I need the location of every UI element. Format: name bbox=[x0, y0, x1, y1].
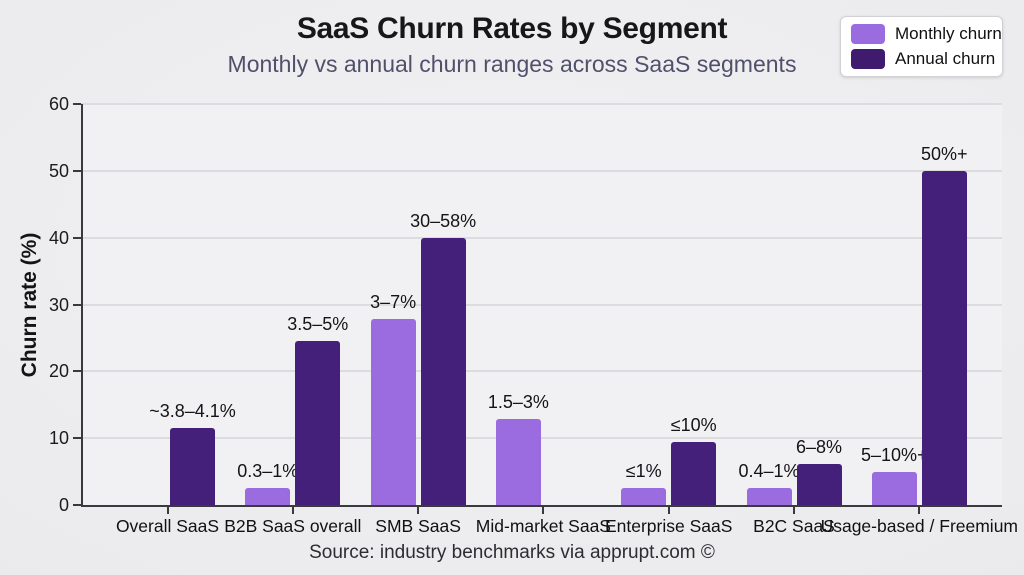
gridline-y40 bbox=[81, 236, 1002, 239]
bar-monthly-smb-saas bbox=[370, 319, 416, 505]
bar-label-annual-overall-saas: ~3.8–4.1% bbox=[149, 401, 236, 422]
chart-title: SaaS Churn Rates by Segment bbox=[296, 12, 728, 45]
y-tick-mark-60 bbox=[73, 103, 81, 105]
gridline-y10 bbox=[81, 437, 1002, 440]
y-tick-label-10: 10 bbox=[48, 428, 69, 449]
bar-label-monthly-b2c-saas: 0.4–1% bbox=[738, 461, 800, 482]
bar-label-annual-b2b-saas-overall: 3.5–5% bbox=[287, 314, 349, 335]
bar-monthly-mid-market-saas bbox=[495, 419, 541, 505]
gridline-y20 bbox=[81, 370, 1002, 373]
y-tick-mark-0 bbox=[73, 504, 81, 506]
bar-annual-usage-based-freemium bbox=[921, 170, 967, 505]
y-tick-mark-30 bbox=[73, 303, 81, 306]
bar-annual-b2b-saas-overall bbox=[295, 341, 341, 505]
y-tick-mark-20 bbox=[73, 370, 81, 373]
x-tick-mark-b2c-saas bbox=[793, 507, 795, 514]
x-axis-spine bbox=[81, 505, 1002, 507]
bar-label-annual-smb-saas: 30–58% bbox=[410, 210, 477, 231]
gridline-y50 bbox=[81, 169, 1002, 172]
x-tick-mark-mid-market-saas bbox=[542, 507, 545, 514]
bar-label-annual-b2c-saas: 6–8% bbox=[795, 436, 843, 457]
gridline-y30 bbox=[81, 303, 1002, 306]
y-tick-mark-10 bbox=[73, 437, 81, 440]
y-tick-label-40: 40 bbox=[48, 227, 69, 248]
x-tick-label-smb-saas: SMB SaaS bbox=[375, 516, 461, 536]
bar-annual-enterprise-saas bbox=[671, 441, 717, 505]
bar-label-annual-usage-based-freemium: 50%+ bbox=[921, 143, 968, 164]
x-tick-label-usage-based-freemium: Usage-based / Freemium bbox=[820, 516, 1019, 536]
y-tick-label-50: 50 bbox=[48, 160, 69, 181]
x-tick-mark-b2b-saas-overall bbox=[291, 507, 294, 514]
gridline-y60 bbox=[81, 103, 1002, 105]
y-tick-label-30: 30 bbox=[48, 294, 69, 315]
legend-label-annual: Annual churn bbox=[895, 49, 996, 68]
bar-annual-overall-saas bbox=[170, 428, 215, 505]
bar-monthly-b2b-saas-overall bbox=[245, 487, 291, 505]
source-note: Source: industry benchmarks via apprupt.… bbox=[309, 542, 715, 563]
legend-item-annual: Annual churn bbox=[851, 49, 1002, 69]
bar-label-monthly-smb-saas: 3–7% bbox=[370, 292, 417, 313]
x-tick-label-b2c-saas: B2C SaaS bbox=[753, 516, 835, 536]
legend-swatch-monthly bbox=[851, 24, 885, 44]
y-tick-mark-40 bbox=[73, 236, 81, 239]
bar-label-monthly-enterprise-saas: ≤1% bbox=[625, 461, 662, 482]
y-tick-label-20: 20 bbox=[48, 361, 69, 382]
x-tick-label-overall-saas: Overall SaaS bbox=[115, 516, 220, 536]
legend: Monthly churn Annual churn bbox=[840, 16, 1003, 77]
bar-monthly-usage-based-freemium bbox=[871, 471, 917, 505]
legend-swatch-annual bbox=[851, 49, 885, 69]
y-axis-spine bbox=[81, 104, 83, 507]
legend-item-monthly: Monthly churn bbox=[851, 24, 1002, 44]
x-tick-mark-usage-based-freemium bbox=[918, 507, 921, 514]
bar-label-annual-enterprise-saas: ≤10% bbox=[670, 414, 717, 435]
x-tick-mark-enterprise-saas bbox=[667, 507, 670, 514]
x-tick-mark-overall-saas bbox=[166, 507, 169, 514]
bar-label-monthly-usage-based-freemium: 5–10%+ bbox=[861, 444, 928, 465]
y-tick-label-60: 60 bbox=[48, 94, 69, 114]
legend-label-monthly: Monthly churn bbox=[895, 24, 1002, 43]
bar-annual-smb-saas bbox=[420, 237, 466, 505]
x-tick-label-mid-market-saas: Mid-market SaaS bbox=[475, 516, 611, 536]
bar-monthly-b2c-saas bbox=[746, 488, 792, 505]
y-tick-label-0: 0 bbox=[58, 495, 69, 515]
x-tick-mark-smb-saas bbox=[417, 507, 420, 514]
bar-label-monthly-mid-market-saas: 1.5–3% bbox=[487, 392, 549, 413]
x-tick-label-enterprise-saas: Enterprise SaaS bbox=[604, 516, 733, 536]
bar-annual-b2c-saas bbox=[796, 463, 842, 505]
chart-subtitle: Monthly vs annual churn ranges across Sa… bbox=[227, 51, 797, 77]
y-tick-mark-50 bbox=[73, 169, 81, 172]
bar-label-monthly-b2b-saas-overall: 0.3–1% bbox=[237, 460, 299, 481]
bar-monthly-enterprise-saas bbox=[621, 488, 667, 505]
x-tick-label-b2b-saas-overall: B2B SaaS overall bbox=[224, 516, 362, 536]
